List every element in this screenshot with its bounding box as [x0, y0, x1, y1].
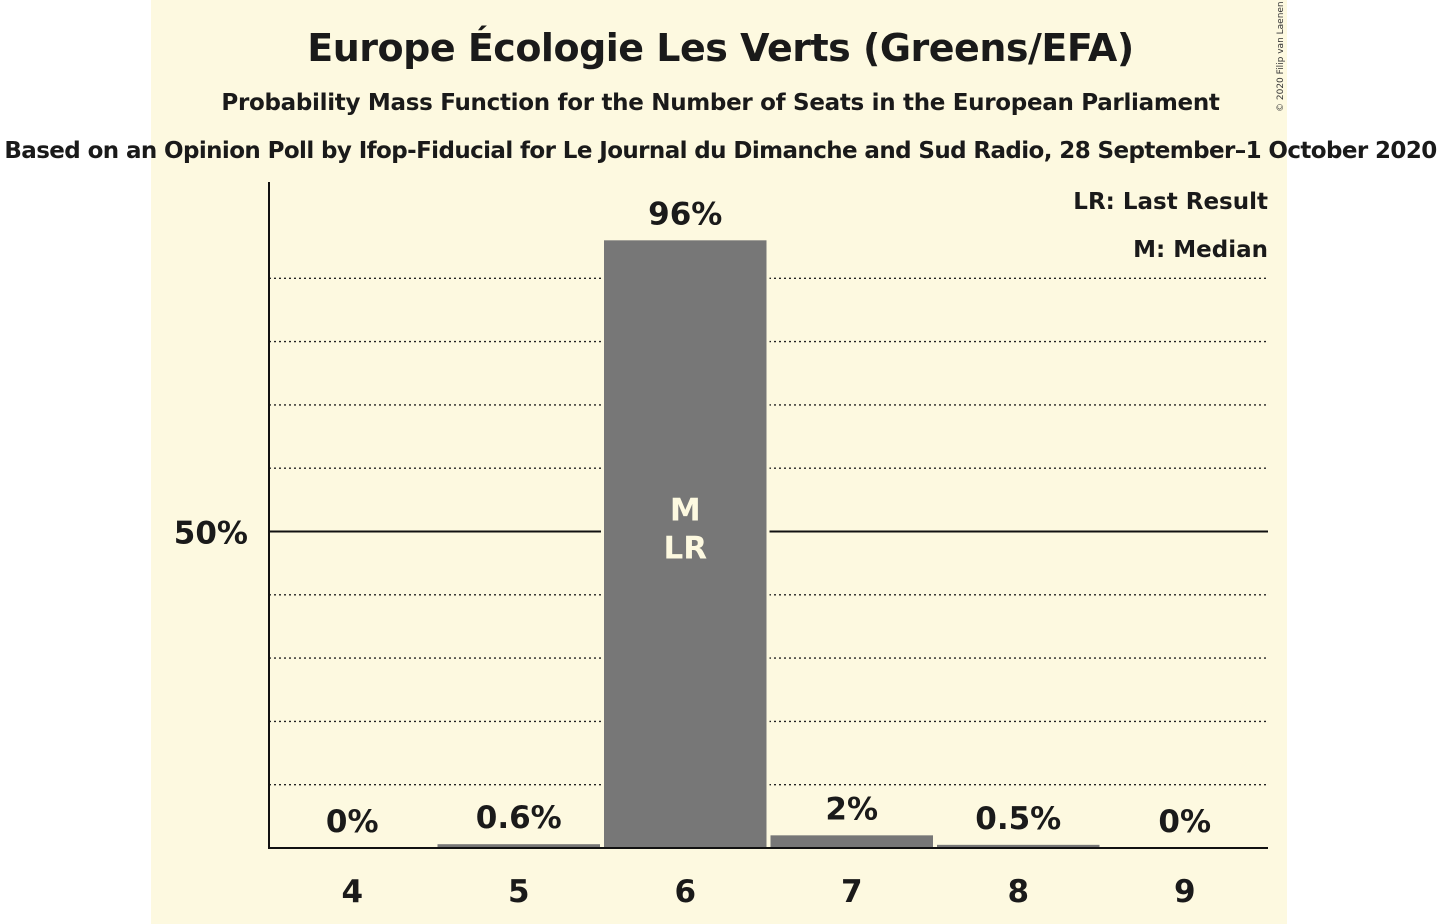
bar	[437, 844, 600, 848]
bar	[604, 240, 767, 848]
value-label: 0%	[1158, 804, 1211, 840]
chart-subtitle: Probability Mass Function for the Number…	[221, 90, 1220, 116]
value-label: 0.5%	[975, 801, 1061, 837]
value-label: 0%	[326, 804, 379, 840]
y-tick-label: 50%	[174, 516, 248, 552]
axes: 50% 4 5 6 7 8 9	[174, 182, 1268, 910]
bars	[434, 240, 1103, 848]
x-tick-label: 9	[1174, 874, 1196, 910]
value-labels: 0% 0.6% 96% 2% 0.5% 0% MLR	[326, 196, 1211, 840]
gridlines	[269, 277, 1268, 786]
legend-last-result: LR: Last Result	[1073, 189, 1268, 215]
value-label: 0.6%	[476, 800, 562, 836]
x-tick-label: 6	[674, 874, 696, 910]
x-tick-label: 4	[341, 874, 363, 910]
x-tick-label: 8	[1007, 874, 1029, 910]
legend-median: M: Median	[1133, 237, 1268, 263]
value-label: 2%	[825, 791, 878, 827]
x-tick-label: 7	[841, 874, 863, 910]
bar-marker-label: LR	[663, 531, 707, 567]
chart-title: Europe Écologie Les Verts (Greens/EFA)	[307, 26, 1134, 70]
x-tick-label: 5	[508, 874, 530, 910]
bar	[770, 835, 933, 848]
value-label: 96%	[648, 196, 722, 232]
poll-source: Based on an Opinion Poll by Ifop-Fiducia…	[4, 138, 1437, 164]
bar	[937, 844, 1100, 848]
bar-marker-label: M	[670, 493, 701, 529]
